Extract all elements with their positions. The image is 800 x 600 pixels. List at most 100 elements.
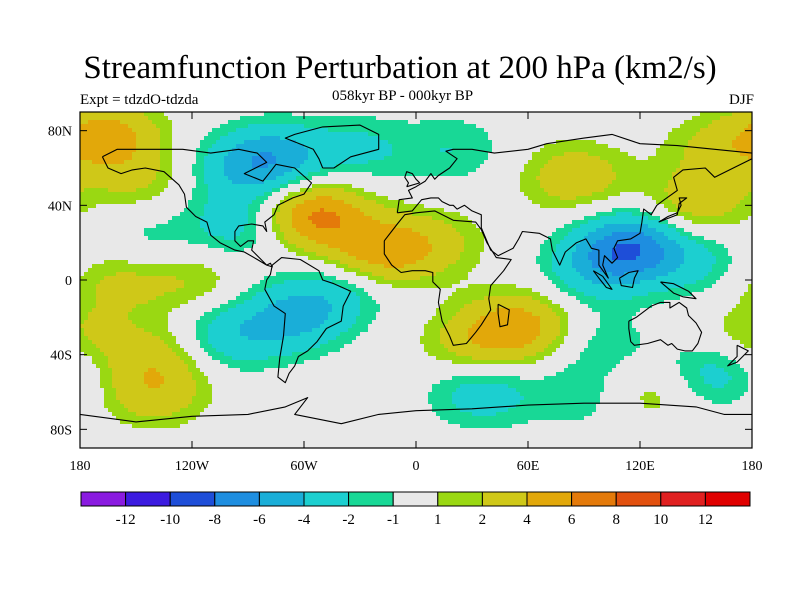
field-cell [316,140,321,145]
field-cell [652,124,657,129]
field-cell [268,192,273,197]
field-cell [140,136,145,141]
field-cell [328,216,333,221]
field-cell [552,164,557,169]
field-cell [320,136,325,141]
field-cell [400,180,405,185]
field-cell [560,196,565,201]
field-cell [612,136,617,141]
field-cell [480,172,485,177]
field-cell [648,208,653,213]
field-cell [268,228,273,233]
field-cell [584,204,589,209]
field-cell [180,144,185,149]
field-cell [188,144,193,149]
field-cell [80,152,85,157]
field-cell [708,216,713,221]
field-cell [484,220,489,225]
field-cell [504,168,509,173]
field-cell [584,212,589,217]
field-cell [316,128,321,133]
field-cell [652,168,657,173]
field-cell [636,172,641,177]
field-cell [260,172,265,177]
field-cell [436,116,441,121]
field-cell [172,124,177,129]
field-cell [388,152,393,157]
field-cell [144,128,149,133]
field-cell [148,200,153,205]
field-cell [524,172,529,177]
field-cell [700,120,705,125]
field-cell [508,200,513,205]
field-cell [412,204,417,209]
field-cell [416,212,421,217]
field-cell [588,124,593,129]
field-cell [500,184,505,189]
field-cell [372,200,377,205]
field-cell [440,228,445,233]
field-cell [572,168,577,173]
field-cell [588,208,593,213]
field-cell [280,132,285,137]
field-cell [320,140,325,145]
field-cell [576,176,581,181]
field-cell [108,160,113,165]
field-cell [488,212,493,217]
field-cell [388,140,393,145]
field-cell [204,168,209,173]
field-cell [500,136,505,141]
field-cell [676,224,681,229]
field-cell [440,128,445,133]
field-cell [156,220,161,225]
field-cell [392,144,397,149]
field-cell [488,216,493,221]
field-cell [312,188,317,193]
field-cell [424,140,429,145]
field-cell [336,132,341,137]
field-cell [336,176,341,181]
field-cell [520,144,525,149]
field-cell [100,176,105,181]
field-cell [696,124,701,129]
field-cell [740,184,745,189]
field-cell [692,176,697,181]
field-cell [232,128,237,133]
field-cell [364,196,369,201]
field-cell [328,220,333,225]
field-cell [708,148,713,153]
field-cell [484,172,489,177]
field-cell [636,164,641,169]
field-cell [208,164,213,169]
field-cell [296,112,301,117]
field-cell [560,180,565,185]
field-cell [228,124,233,129]
field-cell [396,124,401,129]
field-cell [292,112,297,117]
field-cell [724,140,729,145]
field-cell [528,136,533,141]
field-cell [452,168,457,173]
field-cell [624,164,629,169]
field-cell [384,160,389,165]
field-cell [332,220,337,225]
field-cell [444,192,449,197]
field-cell [524,156,529,161]
field-cell [268,212,273,217]
field-cell [140,212,145,217]
field-cell [364,120,369,125]
field-cell [452,180,457,185]
field-cell [132,148,137,153]
field-cell [400,120,405,125]
field-cell [464,188,469,193]
field-cell [624,120,629,125]
field-cell [288,192,293,197]
field-cell [648,200,653,205]
field-cell [208,116,213,121]
field-cell [248,160,253,165]
field-cell [664,140,669,145]
field-cell [460,136,465,141]
field-cell [168,148,173,153]
field-cell [160,152,165,157]
field-cell [700,184,705,189]
